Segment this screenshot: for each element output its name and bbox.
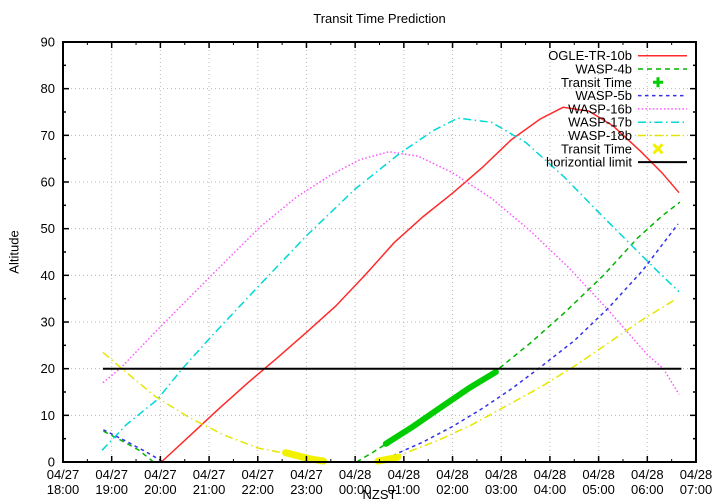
legend-label-OGLE-TR-10b: OGLE-TR-10b (548, 48, 632, 63)
legend-plus-marker-icon (653, 77, 663, 88)
y-tick-label: 80 (41, 81, 55, 96)
legend-label-WASP-17b: WASP-17b (568, 115, 632, 130)
curve-WASP-4b (356, 201, 681, 463)
legend-x-marker-icon (652, 143, 664, 155)
y-tick-label: 90 (41, 35, 55, 50)
curve-WASP-18b (377, 298, 677, 463)
legend-label-WASP-5b: WASP-5b (575, 88, 632, 103)
curve-WASP-16b (102, 150, 680, 395)
curve-WASP-17b (101, 117, 680, 451)
x-tick-label: 04/28 03:00 (485, 467, 518, 497)
legend-label-Transit-Time: Transit Time (561, 141, 632, 156)
x-tick-label: 04/27 23:00 (290, 467, 323, 497)
x-tick-label: 04/28 00:00 (339, 467, 372, 497)
y-tick-label: 40 (41, 268, 55, 283)
y-tick-label: 20 (41, 361, 55, 376)
x-tick-label: 04/27 21:00 (193, 467, 226, 497)
legend-label-Transit-Time: Transit Time (561, 75, 632, 90)
curve-WASP-18b (102, 351, 324, 463)
x-tick-label: 04/28 06:00 (631, 467, 664, 497)
x-axis-label: NZST (362, 487, 397, 502)
x-tick-label: 04/28 07:00 (680, 467, 713, 497)
y-tick-label: 0 (48, 455, 55, 470)
y-axis-label: Altitude (6, 230, 22, 274)
y-tick-label: 50 (41, 221, 55, 236)
x-tick-label: 04/27 19:00 (95, 467, 128, 497)
x-tick-label: 04/28 01:00 (388, 467, 421, 497)
x-tick-label: 04/28 02:00 (436, 467, 469, 497)
x-tick-label: 04/28 04:00 (534, 467, 567, 497)
y-tick-label: 10 (41, 408, 55, 423)
legend-label-WASP-4b: WASP-4b (575, 62, 632, 77)
x-tick-label: 04/27 18:00 (47, 467, 80, 497)
legend-label-WASP-16b: WASP-16b (568, 101, 632, 116)
transit-marker-Transit-Time (374, 453, 401, 465)
legend-label-WASP-18b: WASP-18b (568, 128, 632, 143)
transit-marker-Transit-Time (282, 449, 327, 465)
transit-marker-Transit-Time (382, 368, 499, 447)
y-tick-label: 70 (41, 128, 55, 143)
curve-WASP-5b (380, 223, 679, 463)
y-tick-label: 30 (41, 315, 55, 330)
chart-title: Transit Time Prediction (313, 11, 446, 26)
x-tick-label: 04/28 05:00 (582, 467, 615, 497)
y-tick-label: 60 (41, 175, 55, 190)
legend-label-horizontial-limit: horizontial limit (546, 155, 632, 170)
x-tick-label: 04/27 20:00 (144, 467, 177, 497)
curve-OGLE-TR-10b (160, 106, 680, 463)
x-tick-label: 04/27 22:00 (241, 467, 274, 497)
curve-WASP-5b (103, 429, 164, 463)
curve-WASP-4b (103, 430, 155, 463)
